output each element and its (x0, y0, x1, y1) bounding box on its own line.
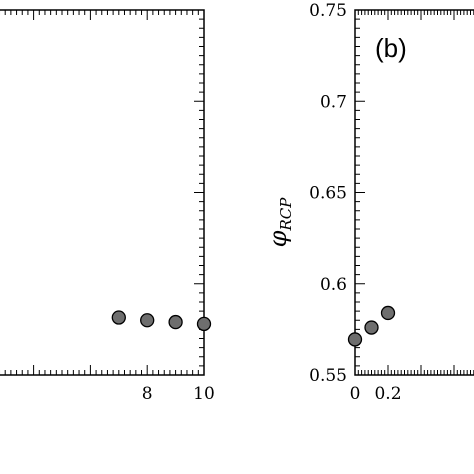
y-axis-label: φRCP (264, 197, 295, 248)
panel-a: 8 10 (0, 9, 215, 404)
data-point (140, 313, 155, 328)
data-point (380, 305, 396, 321)
data-point (364, 320, 379, 335)
y-axis-label-symbol: φ (264, 230, 292, 247)
x-tick-label: 8 (142, 384, 153, 404)
data-point (347, 332, 363, 347)
plot-frame (354, 9, 474, 376)
data-point (196, 316, 212, 332)
y-tick-label: 0.65 (309, 184, 347, 204)
data-point (111, 310, 126, 325)
panel-b: 0 0.2 0.55 0.6 0.65 0.7 0.75 φRCP (b) (264, 1, 474, 404)
y-tick-label: 0.6 (320, 275, 347, 295)
x-tick-label: 10 (193, 384, 215, 404)
x-tick-label: 0.2 (374, 384, 401, 404)
data-point (168, 314, 183, 330)
x-tick-label: 0 (350, 384, 361, 404)
y-tick-label: 0.55 (309, 366, 347, 386)
panel-label: (b) (375, 33, 407, 63)
y-tick-label: 0.7 (320, 92, 347, 112)
y-tick-label: 0.75 (309, 1, 347, 21)
y-axis-label-subscript: RCP (277, 197, 295, 232)
